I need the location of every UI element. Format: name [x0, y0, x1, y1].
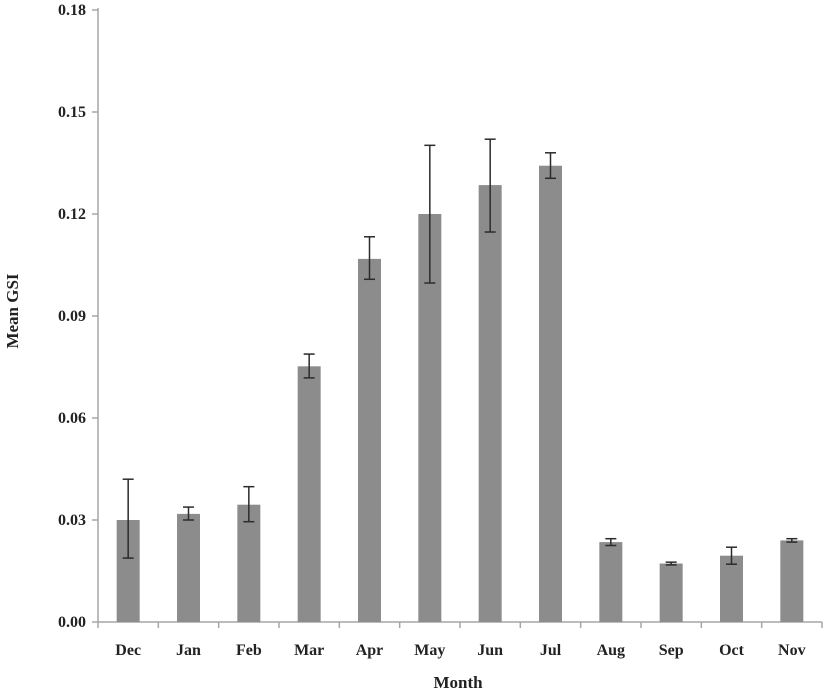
x-tick-label: Jun [477, 642, 503, 659]
plot-area: 0.00 0.03 0.06 0.09 0.12 0.15 0.18 Dec Jan Feb Mar… [58, 2, 823, 659]
y-tick-label: 0.18 [58, 2, 86, 19]
y-tick-label: 0.09 [58, 308, 86, 325]
x-tick-label: May [414, 642, 445, 659]
y-tick-label: 0.15 [58, 104, 86, 121]
bar-jun [478, 185, 502, 622]
y-tick-label: 0.03 [58, 512, 86, 529]
x-tick-label: Apr [356, 642, 384, 659]
bar-apr [358, 258, 381, 622]
x-tick-label: Sep [659, 642, 684, 659]
y-tick-label: 0.00 [58, 614, 86, 631]
x-tick-label: Jan [176, 642, 201, 659]
y-tick-label: 0.06 [58, 410, 86, 427]
bar-jul [539, 165, 562, 622]
bar-feb [237, 504, 261, 622]
bar-may [418, 214, 442, 622]
bar-mar [297, 366, 321, 622]
bar-aug [599, 542, 623, 622]
x-tick-label: Mar [294, 642, 324, 659]
bar-nov [780, 540, 804, 622]
bar-sep [659, 563, 683, 622]
x-tick-label: Nov [778, 642, 806, 659]
y-axis-title: Mean GSI [3, 273, 22, 348]
bar-dec [116, 520, 140, 622]
y-tick-label: 0.12 [58, 206, 86, 223]
x-tick-label: Aug [597, 642, 625, 659]
bar-oct [720, 555, 743, 622]
x-tick-label: Jul [540, 642, 562, 659]
x-tick-label: Dec [115, 642, 141, 659]
bar-jan [177, 513, 200, 622]
x-tick-label: Feb [236, 642, 262, 659]
x-tick-label: Oct [719, 642, 745, 659]
x-axis-title: Month [433, 673, 483, 692]
